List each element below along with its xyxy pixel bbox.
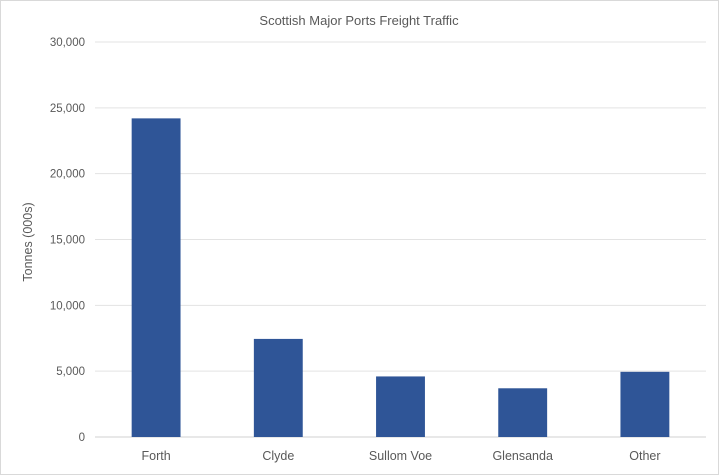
bar-forth: [131, 118, 181, 437]
y-tick-label: 10,000: [50, 300, 85, 312]
bar-glensanda: [498, 388, 548, 437]
bar-clyde: [253, 338, 303, 437]
x-tick-label: Clyde: [262, 449, 294, 463]
x-tick-label: Other: [629, 449, 660, 463]
chart-title: Scottish Major Ports Freight Traffic: [259, 13, 459, 28]
y-tick-label: 30,000: [50, 37, 85, 49]
x-tick-label: Glensanda: [492, 449, 553, 463]
y-axis-ticks: 0 5,000 10,000 15,000 20,000 25,000 30,000: [50, 37, 85, 444]
y-tick-label: 15,000: [50, 235, 85, 247]
bar-other: [620, 371, 670, 437]
y-axis-title: Tonnes (000s): [21, 202, 35, 281]
x-tick-label: Forth: [142, 449, 171, 463]
y-tick-label: 0: [79, 432, 85, 444]
gridlines: [95, 41, 706, 438]
bars: [131, 118, 670, 437]
x-axis-labels: Forth Clyde Sullom Voe Glensanda Other: [142, 449, 661, 463]
y-tick-label: 5,000: [56, 366, 85, 378]
y-tick-label: 25,000: [50, 103, 85, 115]
y-tick-label: 20,000: [50, 169, 85, 181]
bar-sullom-voe: [376, 376, 425, 437]
x-tick-label: Sullom Voe: [369, 449, 432, 463]
